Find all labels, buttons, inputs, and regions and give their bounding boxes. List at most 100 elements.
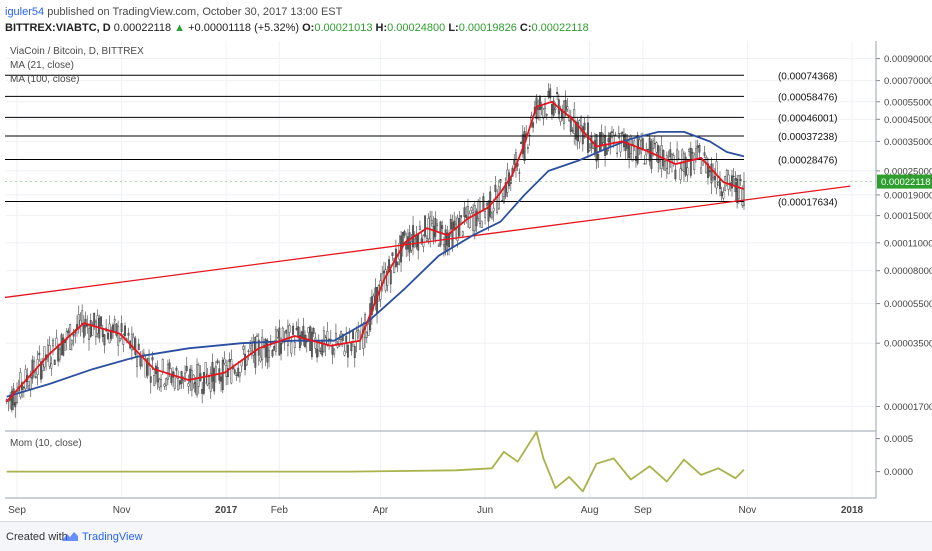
candle-body	[266, 340, 269, 363]
candle-body	[12, 388, 15, 406]
legend-ma100[interactable]: MA (100, close)	[10, 74, 80, 85]
candle-body	[466, 205, 469, 218]
candle-body	[386, 271, 389, 286]
y-tick-label: 0.00019000	[884, 190, 932, 201]
candle-body	[88, 328, 90, 340]
candle-body	[465, 215, 468, 219]
candle-body	[256, 335, 258, 337]
candle-body	[290, 341, 293, 354]
candle-body	[177, 377, 180, 391]
candle-body	[499, 179, 502, 183]
y-tick-label: 0.00001700	[884, 402, 932, 413]
candle-body	[556, 91, 559, 94]
candle-body	[461, 231, 464, 236]
candle-body	[576, 122, 579, 141]
candle-body	[542, 109, 545, 119]
candle-body	[722, 191, 725, 199]
candle-body	[650, 141, 653, 169]
candle-body	[611, 131, 613, 134]
candle-body	[50, 363, 53, 369]
candle-body	[588, 147, 591, 151]
candle-body	[420, 238, 423, 243]
candle-body	[58, 348, 61, 360]
x-tick-label: Feb	[271, 505, 289, 516]
close-value: 0.00022118	[531, 22, 589, 34]
candle-body	[34, 376, 37, 378]
candle-body	[146, 358, 149, 376]
price-chart[interactable]: Sep Nov 2017 Feb Apr Jun Aug Sep Nov 2018 0.000900…	[0, 0, 932, 521]
candle-body	[286, 325, 289, 346]
candle-body	[168, 362, 171, 370]
candle-body	[739, 178, 742, 182]
candle-body	[67, 330, 70, 334]
candle-body	[470, 207, 473, 212]
candle-body	[472, 212, 475, 231]
candle-body	[657, 145, 660, 164]
candle-body	[196, 364, 198, 396]
candle-body	[300, 331, 303, 337]
candle-body	[502, 196, 505, 204]
published-text: published on TradingView.com, October 30…	[44, 6, 343, 18]
candle-body	[410, 241, 413, 251]
candle-body	[612, 135, 615, 143]
candle-body	[631, 143, 634, 162]
candle-body	[189, 368, 192, 383]
candle-body	[160, 378, 162, 387]
candle-body	[688, 148, 691, 152]
candle-body	[641, 138, 644, 151]
candle-body	[456, 217, 459, 241]
ma100-line	[6, 130, 745, 398]
candle-body	[597, 153, 600, 160]
candle-body	[607, 137, 610, 143]
candle-body	[124, 325, 126, 337]
candle-body	[501, 200, 504, 202]
candle-body	[46, 344, 49, 358]
candle-body	[139, 355, 142, 367]
candle-body	[197, 364, 200, 387]
candle-body	[460, 215, 463, 218]
candle-body	[684, 156, 687, 176]
mom-tick-label: 0.0000	[884, 467, 913, 478]
tradingview-link[interactable]: TradingView	[62, 531, 143, 543]
y-tick-label: 0.00045000	[884, 115, 932, 126]
candle-body	[664, 161, 667, 171]
open-label: O:	[302, 22, 315, 34]
candle-body	[492, 207, 495, 212]
legend-momentum[interactable]: Mom (10, close)	[10, 438, 82, 449]
candle-body	[545, 114, 548, 116]
candle-body	[70, 339, 73, 345]
candle-body	[430, 220, 433, 225]
candle-body	[367, 323, 370, 336]
candle-body	[444, 229, 447, 252]
candle-body	[153, 375, 156, 386]
candle-body	[396, 261, 399, 265]
candle-body	[671, 153, 673, 163]
candle-body	[110, 329, 113, 339]
candle-body	[569, 116, 572, 132]
candle-body	[581, 126, 584, 145]
candle-body	[187, 383, 190, 387]
candle-body	[429, 216, 432, 240]
candle-body	[158, 378, 161, 388]
candle-body	[81, 310, 84, 324]
candle-body	[103, 334, 106, 346]
candle-body	[741, 188, 744, 206]
candle-body	[564, 100, 567, 116]
candle-body	[713, 176, 716, 180]
candle-body	[370, 296, 373, 315]
x-tick-label: 2018	[841, 505, 864, 516]
candle-body	[115, 323, 118, 336]
level-label: (0.00074368)	[778, 71, 838, 82]
y-tick-label: 0.00090000	[884, 54, 932, 65]
legend-ma21[interactable]: MA (21, close)	[10, 60, 74, 71]
username-link[interactable]: iguler54	[5, 6, 45, 18]
candle-body	[194, 382, 197, 393]
candle-body	[62, 337, 65, 356]
candle-body	[695, 148, 697, 160]
candle-body	[653, 143, 656, 145]
candle-body	[674, 169, 677, 180]
candle-body	[238, 372, 241, 377]
trendline	[4, 185, 851, 299]
candle-body	[101, 328, 104, 337]
candle-body	[204, 362, 207, 384]
